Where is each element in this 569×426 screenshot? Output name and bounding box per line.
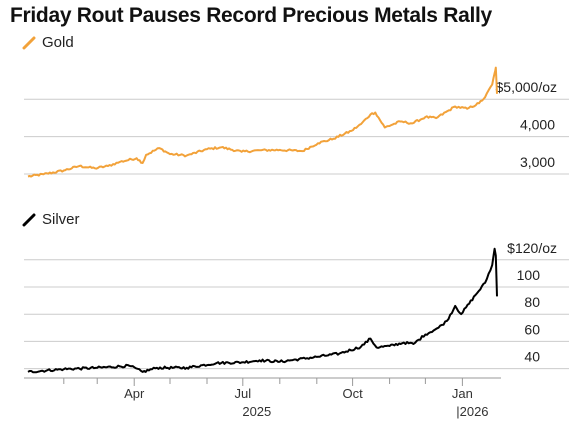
page-title: Friday Rout Pauses Record Precious Metal… xyxy=(10,4,492,27)
silver-series-line xyxy=(27,247,498,374)
gold-series-line xyxy=(27,66,498,178)
gold-y-tick-label: $5,000/oz xyxy=(496,79,558,95)
x-tick-label: Apr xyxy=(124,386,145,401)
silver-y-tick-label: 80 xyxy=(524,294,540,310)
silver-y-tick-label: 60 xyxy=(524,321,540,337)
x-tick-label: Jan xyxy=(452,386,473,401)
gold-legend-swatch-icon xyxy=(22,36,36,49)
silver-y-tick-label: $120/oz xyxy=(507,240,557,256)
legend-silver-label: Silver xyxy=(42,211,80,228)
gold-y-tick-label: 4,000 xyxy=(520,117,555,133)
x-tick-label: Jul xyxy=(234,386,251,401)
legend-gold: Gold xyxy=(22,34,74,51)
silver-y-tick-label: 100 xyxy=(517,267,541,283)
legend-gold-label: Gold xyxy=(42,34,74,51)
x-tick-label: Oct xyxy=(342,386,363,401)
gold-y-tick-label: 3,000 xyxy=(520,154,555,170)
x-year-label: |2026 xyxy=(456,404,488,419)
x-year-label: 2025 xyxy=(242,404,271,419)
legend-silver: Silver xyxy=(22,211,80,228)
silver-legend-swatch-icon xyxy=(22,213,36,226)
silver-y-tick-label: 40 xyxy=(524,349,540,365)
